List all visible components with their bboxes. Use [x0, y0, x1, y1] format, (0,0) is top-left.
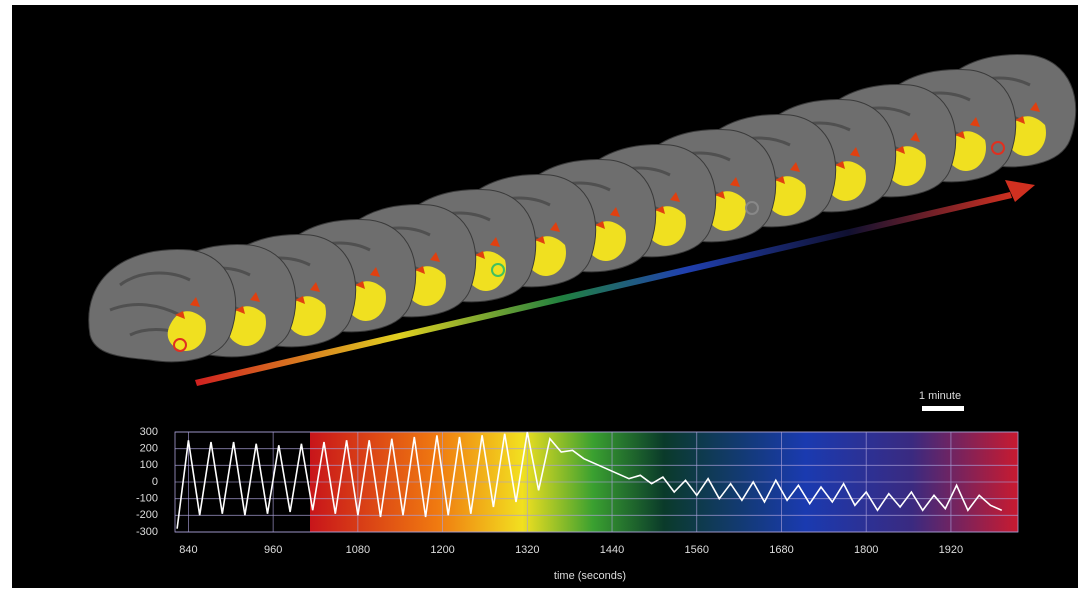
x-tick-label: 1200 [430, 544, 454, 556]
x-tick-label: 1320 [515, 544, 539, 556]
x-tick-label: 1440 [600, 544, 624, 556]
time-arrow [195, 180, 1035, 386]
y-tick-label: 200 [140, 443, 158, 455]
y-tick-label: 100 [140, 459, 158, 471]
y-tick-label: -200 [136, 509, 158, 521]
x-tick-label: 1680 [769, 544, 793, 556]
x-axis-label: time (seconds) [554, 570, 626, 582]
plot-frame [174, 431, 1019, 533]
x-tick-label: 1920 [939, 544, 963, 556]
brain-series [87, 52, 1078, 364]
y-tick-label: -100 [136, 493, 158, 505]
y-tick-label: -300 [136, 526, 158, 538]
x-tick-label: 1560 [685, 544, 709, 556]
scale-bar [922, 406, 964, 411]
x-tick-label: 960 [264, 544, 282, 556]
x-tick-label: 1800 [854, 544, 878, 556]
x-tick-label: 840 [179, 544, 197, 556]
series-line [176, 431, 1003, 529]
y-tick-label: 0 [152, 476, 158, 488]
y-tick-label: 300 [140, 426, 158, 438]
x-tick-label: 1080 [346, 544, 370, 556]
scale-label: 1 minute [919, 390, 961, 402]
